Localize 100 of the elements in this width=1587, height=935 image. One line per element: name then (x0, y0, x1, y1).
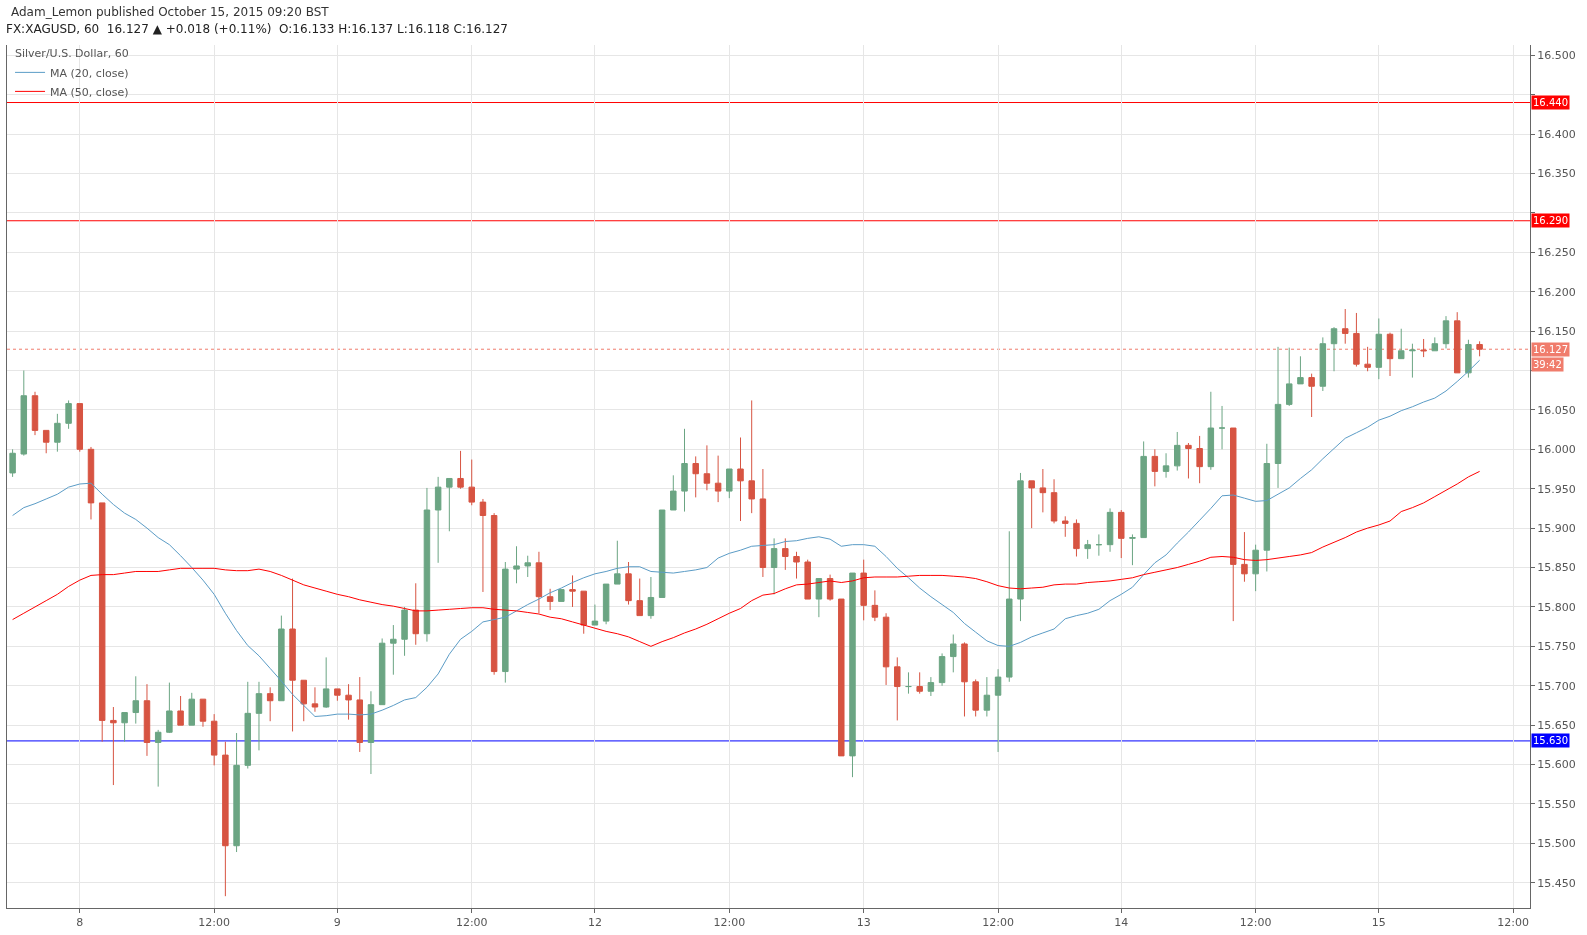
candlestick (132, 675, 140, 725)
candlestick (412, 582, 419, 646)
x-tick-label: 12:00 (1239, 916, 1272, 930)
candlestick (1140, 440, 1147, 539)
candlestick (602, 583, 610, 625)
legend-label: MA (50, close) (50, 85, 129, 99)
candlestick (1207, 391, 1215, 471)
candlestick (311, 686, 319, 713)
candlestick (154, 729, 162, 788)
candlestick (804, 559, 811, 600)
candlestick (748, 399, 755, 514)
candlestick (367, 690, 375, 775)
y-tick-label: 16.000 (1537, 443, 1576, 457)
candlestick (98, 502, 106, 743)
candlestick (1118, 509, 1125, 559)
candlestick (894, 656, 901, 721)
candlestick (1252, 544, 1259, 592)
ref-line-label: 16.290 (1533, 215, 1568, 226)
candlestick (882, 612, 890, 686)
candlestick (546, 588, 554, 611)
x-tick-label: 14 (1114, 916, 1129, 930)
candlestick (1397, 328, 1405, 360)
candlestick (849, 572, 856, 778)
candlestick (535, 551, 543, 614)
candlestick (759, 468, 767, 578)
candlestick (625, 561, 632, 606)
candlestick (378, 637, 386, 706)
y-tick-label: 16.050 (1537, 403, 1576, 417)
candlestick (972, 678, 979, 717)
candlestick (1039, 468, 1047, 513)
candlestick (1263, 443, 1271, 572)
candlestick (681, 428, 688, 513)
y-tick-label: 15.950 (1537, 482, 1576, 496)
y-tick-label: 15.650 (1537, 719, 1576, 732)
candlestick (65, 399, 72, 430)
candlestick (401, 606, 408, 657)
candlestick (1062, 515, 1069, 538)
ref-line-label: 16.440 (1533, 97, 1568, 108)
candlestick (1453, 311, 1461, 374)
x-tick-label: 12:00 (1497, 916, 1530, 930)
candlestick (255, 681, 263, 751)
line-series (12, 470, 1481, 647)
candlestick (110, 706, 117, 786)
candlestick (210, 713, 218, 766)
candlestick (20, 370, 28, 457)
candlestick (1006, 530, 1013, 683)
candlestick (647, 576, 655, 620)
candlestick (390, 624, 397, 676)
y-tick-label: 16.350 (1537, 167, 1576, 181)
x-tick-label: 12:00 (455, 916, 488, 930)
candlestick (916, 671, 923, 695)
candlestick (423, 487, 431, 643)
x-tick-label: 9 (333, 916, 341, 930)
candlestick (31, 391, 39, 436)
candlestick (1017, 472, 1024, 622)
legend-label: MA (20, close) (50, 66, 129, 80)
candlestick (636, 578, 643, 617)
candlestick (1274, 346, 1282, 489)
candlestick (289, 578, 296, 732)
candlestick (838, 598, 845, 757)
candlestick (591, 604, 599, 626)
candlestick (1297, 355, 1304, 385)
candlestick (1431, 336, 1439, 352)
candlestick (737, 436, 744, 522)
x-tick-label: 8 (76, 916, 84, 930)
y-tick-label: 15.750 (1537, 640, 1576, 654)
candlestick (199, 698, 207, 728)
candlestick (614, 540, 621, 585)
candlestick (1409, 343, 1416, 379)
candlestick (479, 498, 487, 593)
candlestick (457, 450, 464, 490)
candlestick (54, 413, 61, 453)
candlestick (490, 512, 498, 676)
candlestick (770, 537, 778, 595)
x-tick-label: 15 (1371, 916, 1386, 930)
x-tick-label: 12:00 (982, 916, 1014, 930)
text: 39:42 (1533, 359, 1562, 370)
text: Adam_Lemon published October 15, 2015 09:20 BST (11, 5, 330, 19)
candlestick (42, 429, 50, 454)
candlestick (76, 403, 84, 453)
candlestick (1241, 531, 1248, 583)
candlestick (1230, 427, 1237, 622)
candlestick (961, 641, 968, 717)
x-tick-label: 12:00 (198, 916, 231, 930)
candlestick (871, 589, 879, 622)
candlestick (1420, 338, 1427, 358)
candlestick (1106, 507, 1114, 553)
y-tick-label: 15.900 (1537, 521, 1576, 535)
candlestick (1174, 431, 1181, 472)
candlestick (502, 561, 509, 684)
candlestick (87, 446, 95, 520)
candlestick (345, 683, 352, 721)
x-tick-label: 12:00 (713, 916, 746, 930)
candlestick (1341, 308, 1349, 345)
candlestick (222, 741, 229, 897)
candlestick (1364, 346, 1371, 372)
candlestick (300, 679, 307, 722)
y-tick-label: 16.400 (1537, 127, 1576, 141)
y-tick-label: 16.500 (1537, 49, 1576, 63)
candlestick (1476, 340, 1483, 357)
